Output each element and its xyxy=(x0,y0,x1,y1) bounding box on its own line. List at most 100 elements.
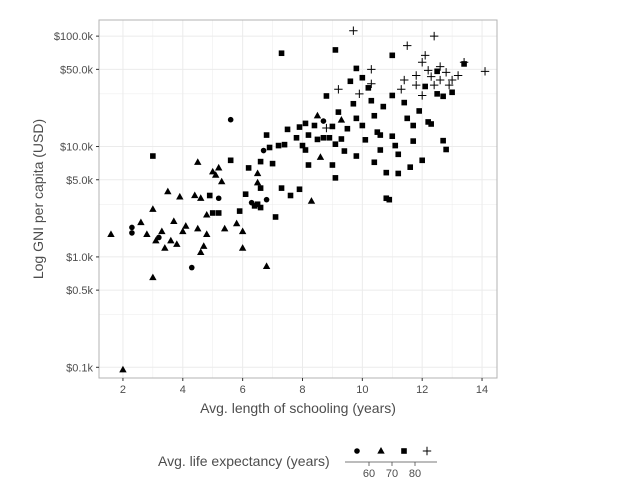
data-point xyxy=(395,170,402,177)
data-point xyxy=(253,178,262,186)
data-point xyxy=(203,230,211,237)
data-point xyxy=(296,186,303,193)
data-point xyxy=(410,138,417,144)
data-point xyxy=(194,158,202,165)
legend-keys xyxy=(354,446,432,456)
data-point xyxy=(322,123,331,133)
data-point xyxy=(383,169,390,176)
legend-key-triangle xyxy=(377,447,385,454)
data-point xyxy=(359,122,366,129)
data-point xyxy=(338,136,345,142)
data-point xyxy=(417,91,427,100)
data-point xyxy=(389,52,396,59)
data-point xyxy=(214,163,223,171)
data-point xyxy=(314,136,321,143)
data-point xyxy=(278,185,285,191)
data-point xyxy=(365,85,372,91)
data-point xyxy=(417,58,427,67)
data-point xyxy=(425,119,431,125)
data-point xyxy=(429,80,439,90)
y-tick-label: $50.0k xyxy=(60,64,94,76)
data-point xyxy=(257,185,264,191)
data-point xyxy=(236,208,243,214)
x-tick-label: 10 xyxy=(356,384,368,396)
data-point xyxy=(287,192,294,199)
data-point xyxy=(238,227,247,235)
data-point xyxy=(232,219,241,227)
data-point xyxy=(260,147,267,154)
y-tick-label: $0.5k xyxy=(66,285,93,297)
data-point xyxy=(367,65,376,74)
legend-tick-label: 60 xyxy=(363,468,375,480)
data-point xyxy=(167,236,175,244)
x-tick-label: 12 xyxy=(416,384,428,396)
data-point xyxy=(170,217,178,224)
data-point xyxy=(367,79,376,88)
legend-tick-label: 70 xyxy=(386,468,398,480)
data-point xyxy=(275,142,282,149)
data-point xyxy=(420,51,430,60)
data-point xyxy=(449,89,455,96)
data-point xyxy=(371,159,378,166)
data-point xyxy=(203,210,211,218)
data-point xyxy=(435,62,445,71)
data-point xyxy=(227,157,234,164)
data-point xyxy=(441,68,451,77)
data-point xyxy=(200,242,208,249)
data-point xyxy=(350,100,357,107)
data-point xyxy=(480,67,490,76)
data-point xyxy=(320,134,327,141)
data-point xyxy=(209,167,217,175)
data-point xyxy=(416,108,422,114)
data-point xyxy=(263,196,270,203)
data-point xyxy=(401,99,408,106)
data-point xyxy=(377,147,384,153)
data-point xyxy=(129,224,135,231)
data-point xyxy=(313,111,322,119)
data-point xyxy=(389,133,396,140)
data-point xyxy=(323,93,330,99)
data-point xyxy=(332,175,339,181)
data-point xyxy=(392,142,399,149)
legend-ticks: 60 70 80 xyxy=(363,462,421,480)
data-point xyxy=(332,141,339,147)
data-point xyxy=(383,195,390,202)
y-tick-label: $1.0k xyxy=(66,252,93,264)
data-point xyxy=(307,197,316,204)
data-point xyxy=(368,97,375,104)
data-point xyxy=(423,66,433,75)
data-point xyxy=(410,122,417,129)
y-axis-title: Log GNI per capita (USD) xyxy=(30,119,46,279)
data-point xyxy=(353,153,360,159)
data-point xyxy=(353,65,360,72)
data-point xyxy=(407,164,414,170)
y-tick-label: $100.0k xyxy=(54,31,94,43)
data-point xyxy=(217,177,226,185)
data-point xyxy=(337,115,346,123)
x-tick-label: 6 xyxy=(240,384,246,396)
data-point xyxy=(362,137,369,143)
data-point xyxy=(197,248,205,255)
data-point xyxy=(311,122,318,129)
data-point xyxy=(149,273,157,281)
legend-key-plus xyxy=(422,446,432,456)
data-point xyxy=(254,201,261,208)
data-point xyxy=(262,262,271,270)
data-point xyxy=(107,230,115,237)
data-point xyxy=(209,210,216,216)
y-tick-label: $0.1k xyxy=(66,362,93,374)
data-point xyxy=(197,194,205,201)
data-point xyxy=(316,153,325,160)
data-point xyxy=(444,80,454,90)
data-point xyxy=(435,75,445,85)
data-point xyxy=(257,204,264,211)
data-point xyxy=(334,85,343,94)
data-point xyxy=(143,230,151,237)
data-point xyxy=(429,31,439,41)
data-point xyxy=(302,147,309,153)
data-point xyxy=(263,132,270,138)
data-point xyxy=(353,115,360,122)
data-point xyxy=(332,47,339,53)
data-point xyxy=(419,157,425,164)
